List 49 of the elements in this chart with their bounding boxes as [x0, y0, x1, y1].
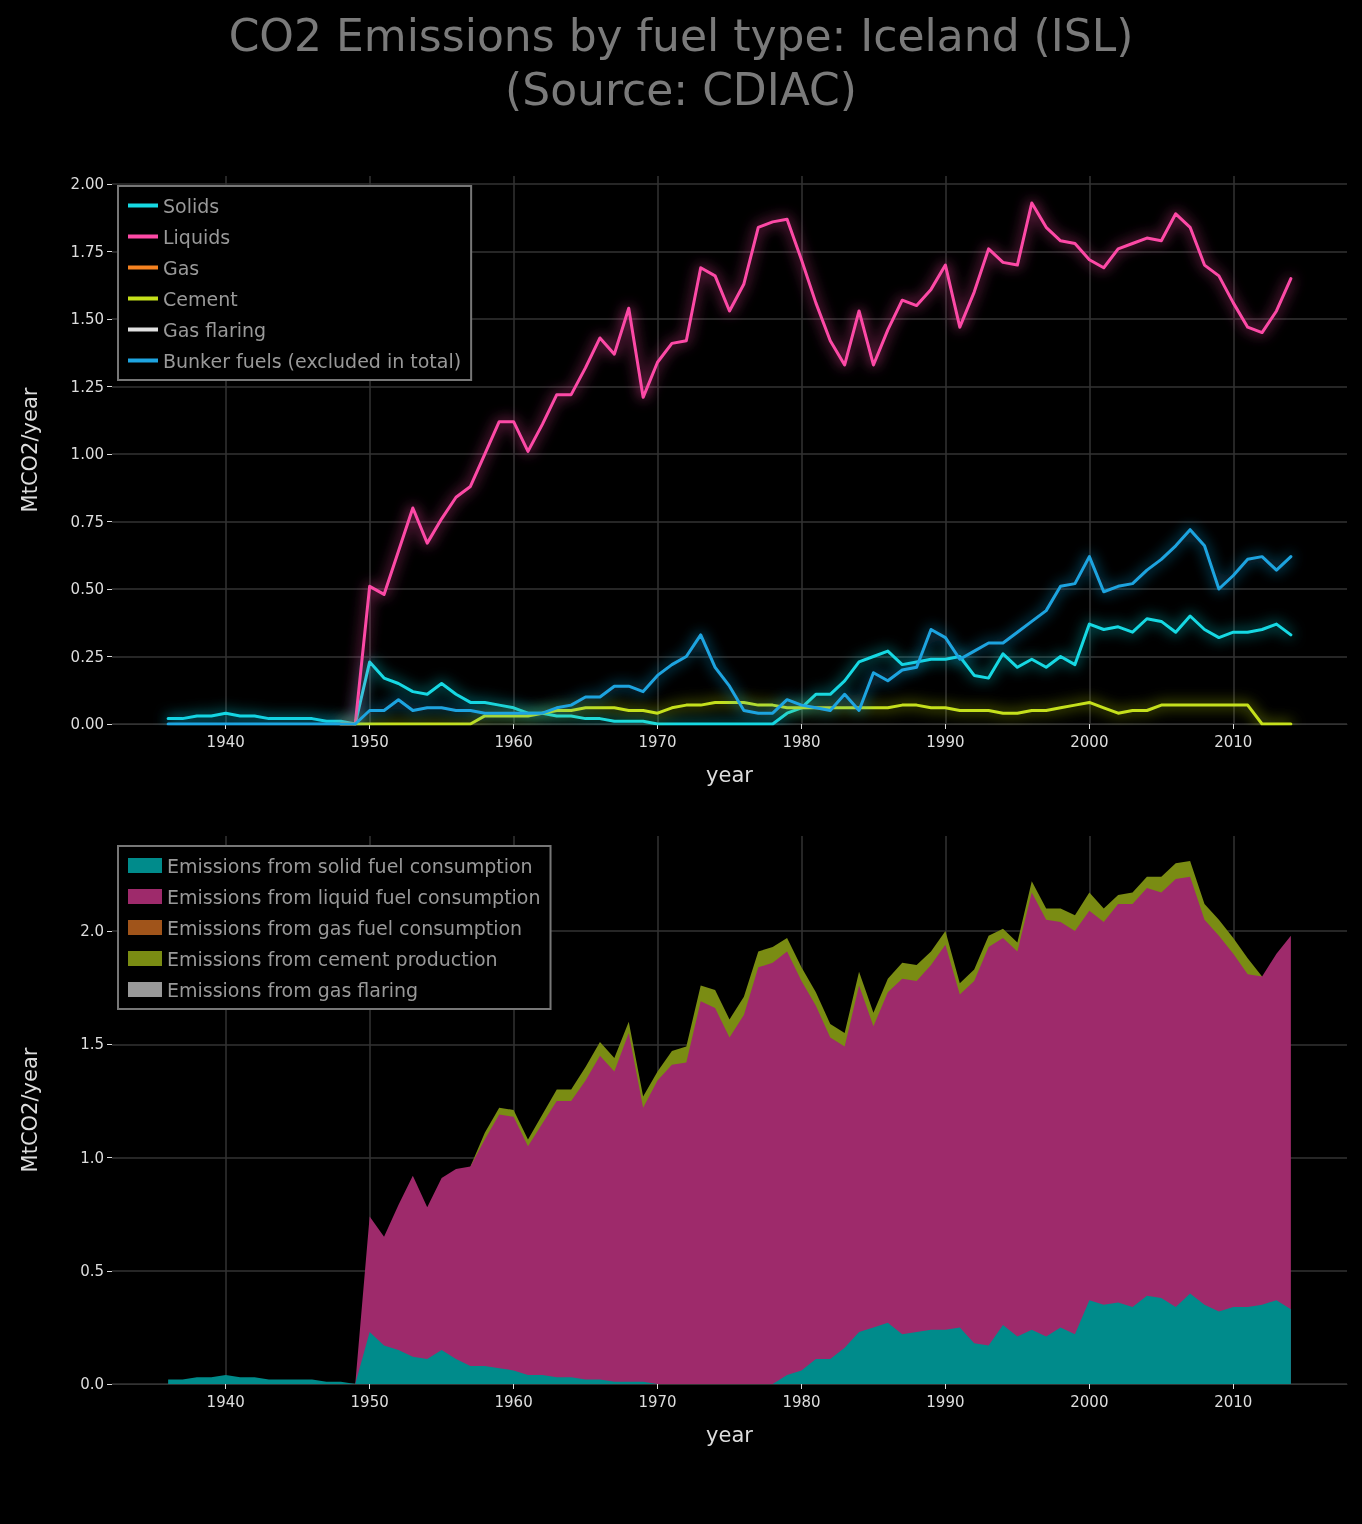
y-tick-label: 1.5 [80, 1035, 104, 1054]
y-tick-label: 1.0 [80, 1148, 104, 1167]
line-series [166, 528, 1293, 726]
legend-label: Bunker fuels (excluded in total) [163, 349, 462, 372]
x-tick-label: 1980 [782, 1392, 821, 1411]
x-tick-label: 1960 [494, 1392, 533, 1411]
y-tick-label: 1.25 [70, 377, 104, 396]
y-tick-label: 0.50 [70, 580, 104, 599]
y-tick-label: 0.75 [70, 512, 104, 531]
y-tick-label: 1.50 [70, 310, 104, 329]
legend-label: Emissions from gas fuel consumption [167, 916, 523, 939]
legend-label: Emissions from liquid fuel consumption [167, 885, 541, 908]
x-axis-title: year [706, 1422, 754, 1447]
x-tick-label: 1950 [350, 732, 389, 751]
y-tick-label: 0.0 [80, 1375, 104, 1393]
legend-label: Solids [163, 194, 220, 217]
x-tick-label: 1990 [926, 732, 965, 751]
legend-label: Emissions from gas flaring [167, 978, 419, 1001]
x-axis-title: year [706, 762, 754, 787]
y-tick-label: 0.25 [70, 647, 104, 666]
x-tick-label: 2000 [1070, 732, 1109, 751]
x-tick-label: 1940 [206, 732, 245, 751]
x-tick-label: 2000 [1070, 1392, 1109, 1411]
y-tick-label: 2.00 [70, 175, 104, 194]
x-tick-label: 1970 [638, 732, 677, 751]
legend-label: Gas [163, 256, 200, 279]
x-tick-label: 1940 [206, 1392, 245, 1411]
x-tick-label: 2010 [1214, 732, 1253, 751]
y-tick-label: 2.0 [80, 922, 104, 941]
y-tick-label: 0.5 [80, 1261, 104, 1280]
y-tick-label: 1.00 [70, 445, 104, 464]
x-tick-label: 1960 [494, 732, 533, 751]
x-tick-label: 1990 [926, 1392, 965, 1411]
chart-title: CO2 Emissions by fuel type: Iceland (ISL) [228, 9, 1134, 61]
line-series [166, 614, 1293, 726]
y-axis-title: MtCO2/year [17, 1047, 42, 1173]
x-tick-label: 1980 [782, 732, 821, 751]
y-tick-label: 0.00 [70, 715, 104, 733]
legend-label: Emissions from cement production [167, 947, 498, 970]
legend-label: Gas flaring [163, 318, 267, 341]
x-tick-label: 1970 [638, 1392, 677, 1411]
y-tick-label: 1.75 [70, 242, 104, 261]
x-tick-label: 1950 [350, 1392, 389, 1411]
x-tick-label: 2010 [1214, 1392, 1253, 1411]
legend-label: Cement [163, 287, 238, 310]
legend-label: Emissions from solid fuel consumption [167, 854, 533, 877]
legend-label: Liquids [163, 225, 231, 248]
y-axis-title: MtCO2/year [17, 387, 42, 513]
chart-subtitle: (Source: CDIAC) [505, 63, 857, 115]
